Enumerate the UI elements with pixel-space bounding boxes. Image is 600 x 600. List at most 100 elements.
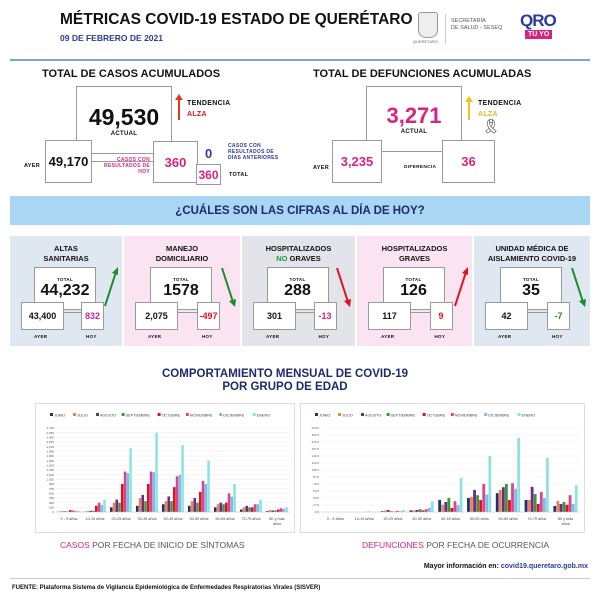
panel-total: 1578 [163,282,199,299]
y-tick-label: 1,650 [46,459,54,463]
trend-up-arrow-icon [178,98,180,120]
y-tick-label: 157.5 [311,447,319,451]
y-tick-label: 52.5 [313,489,319,493]
bar-julio-0 [60,511,64,512]
bar-julio-4 [441,504,445,512]
bar-julio-4 [164,501,168,512]
cases-actual-label: ACTUAL [110,130,138,137]
panel-hoy-label: HOY [434,334,446,339]
connector [377,312,447,313]
secretaria-logo-text: SECRETARÍA DE SALUD - SESEQ [451,18,502,32]
bar-septiembre-8 [562,502,566,512]
bar-diciembre-0 [74,510,78,512]
bar-junio-4 [161,504,165,512]
bar-agosto-6 [501,487,505,512]
x-tick-label: 30-39 años [138,517,157,521]
qro-logo: QRO [520,11,557,30]
deaths-by-age-chart: JUNIO JULIO AGOSTO SEPTIEMBRE OCTUBRE NOVIEMB… [300,403,585,533]
trend-down-arrow-icon [221,267,236,307]
caption-rest: POR FECHA DE INICIO DE SÍNTOMAS [89,540,245,550]
bar-septiembre-0 [66,511,69,512]
cases-total-label: TOTAL [229,172,249,178]
bar-julio-5 [470,496,473,512]
y-tick-label: 2,100 [46,445,54,449]
bar-octubre-8 [565,504,569,512]
bar-diciembre-2 [399,511,402,512]
bar-enero-6 [233,484,236,512]
bar-noviembre-7 [539,492,543,512]
panel-total-label: TOTAL [172,277,190,282]
caption-rest: POR FECHA DE OCURRENCIA [423,540,550,550]
bar-julio-6 [216,504,220,512]
charts-title: COMPORTAMIENTO MENSUAL DE COVID-19 POR GR… [0,368,570,394]
legend-swatch [338,413,341,416]
bar-octubre-5 [199,491,202,512]
bar-noviembre-5 [482,484,486,512]
x-tick-label: 10-19 años [355,517,374,521]
state-seal-icon [418,12,438,38]
panel-total-box: TOTAL 126 [382,267,445,310]
panel-ayer: 301 [253,302,296,330]
trend-up-arrow-icon [454,267,468,307]
bar-septiembre-1 [92,510,95,512]
x-tick-label: 10-19 años [86,517,105,521]
y-tick-label: 300 [49,501,54,505]
legend-swatch [252,413,256,416]
bar-junio-7 [239,509,243,512]
page-title: MÉTRICAS COVID-19 ESTADO DE QUERÉTARO [60,11,413,28]
bar-octubre-6 [225,502,228,512]
logo-divider [445,14,446,44]
deaths-ayer-label: AYER [313,165,329,171]
bar-enero-8 [285,507,288,512]
panel-title: UNIDAD MÉDICA DE AISLAMIENTO COVID-19 [474,244,590,264]
connector [262,312,332,313]
bar-octubre-4 [173,487,176,512]
more-info-label: Mayor información en: [423,563,501,570]
trend-up-arrow-icon [104,267,118,307]
legend-label: OCTUBRE [162,414,181,418]
x-tick-label: 30-39 años [412,517,431,521]
legend-label: ENERO [522,414,536,418]
panel-ayer-label: AYER [381,334,395,339]
bar-octubre-8 [277,509,280,512]
more-info-link[interactable]: covid19.queretaro.gob.mx [500,563,588,570]
bar-diciembre-4 [178,474,182,512]
y-tick-label: 87.5 [313,475,319,479]
bar-junio-8 [265,511,269,512]
bar-noviembre-4 [453,501,457,512]
panel-hoy-label: HOY [552,334,563,339]
bar-julio-7 [527,500,531,512]
bar-septiembre-7 [533,494,537,512]
y-tick-label: 210.0 [311,426,319,430]
bar-agosto-3 [141,494,145,512]
y-tick-label: 900 [49,482,54,486]
y-tick-label: 1,950 [46,450,54,454]
bar-agosto-2 [386,510,390,512]
bar-agosto-4 [444,502,448,512]
panel-ayer: 117 [368,302,411,330]
x-tick-label: 50-59 años [190,517,209,521]
legend-label: JUNIO [54,414,65,418]
bar-diciembre-7 [542,498,546,512]
panel-title2b: GRAVES [287,254,321,263]
deaths-chart-caption: DEFUNCIONES POR FECHA DE OCURRENCIA [362,540,549,550]
bar-enero-3 [155,432,158,512]
source-note: FUENTE: Plataforma Sistema de Vigilancia… [12,585,321,591]
panel-ayer: 2,075 [135,302,178,330]
panel-hoy: -13 [313,302,337,330]
y-tick-label: 600 [49,492,54,496]
bar-agosto-1 [89,510,93,512]
y-tick-label: 122.5 [311,461,319,465]
x-tick-label: 80 y mas [269,517,285,521]
cases-trend-value: ALZA [187,111,207,118]
x-tick-label: 50-59 años [470,517,489,521]
y-tick-label: 1,350 [46,468,54,472]
panel-hoy-label: HOY [318,334,330,339]
bar-enero-8 [574,485,578,512]
legend-swatch [96,413,99,416]
bar-noviembre-1 [97,502,101,512]
bar-diciembre-6 [230,496,234,512]
legend-label: JUNIO [319,414,330,418]
bar-agosto-5 [473,490,476,512]
y-tick-label: 0 [52,510,54,514]
